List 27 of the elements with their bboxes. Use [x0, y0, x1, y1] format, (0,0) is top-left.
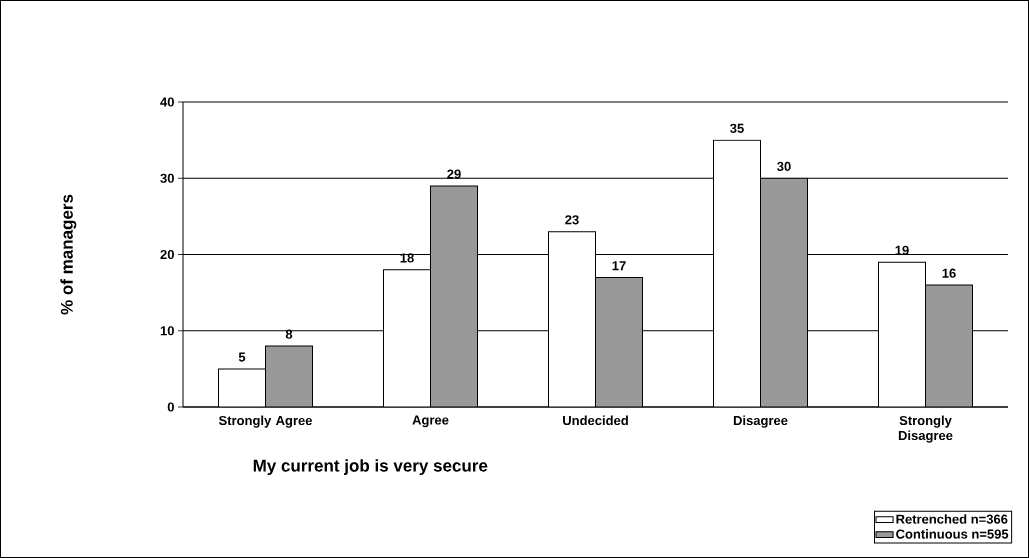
data-label: 23: [565, 215, 579, 225]
y-tick-label: 20: [160, 249, 174, 260]
bar: [595, 276, 643, 407]
legend-label: Continuous n=595: [896, 529, 1009, 539]
bar: [265, 345, 313, 407]
data-label: 17: [612, 261, 626, 271]
y-tick-label: 40: [160, 97, 174, 107]
data-label: 8: [285, 329, 293, 339]
data-label: 16: [942, 268, 956, 278]
y-tick-label: 0: [167, 402, 174, 412]
x-tick-label: Agree: [412, 415, 449, 428]
bar: [925, 284, 973, 407]
data-label: 5: [238, 352, 246, 362]
data-label: 30: [777, 161, 791, 172]
y-tick-label: 10: [160, 326, 174, 336]
y-tick-label: 30: [160, 173, 174, 183]
x-tick-label: Strongly Agree: [218, 415, 313, 428]
x-axis-title: My current job is very secure: [253, 459, 488, 476]
x-tick-label: Strongly Disagree: [898, 415, 953, 443]
data-label: 35: [730, 123, 744, 133]
x-tick-label: Undecided: [563, 415, 628, 426]
y-axis-title: % of managers: [60, 194, 77, 315]
legend-label: Retrenched n=366: [896, 514, 1008, 524]
data-label: 29: [447, 169, 461, 179]
x-tick-label: Disagree: [733, 415, 788, 428]
bar: [430, 185, 478, 407]
bar: [760, 177, 808, 407]
